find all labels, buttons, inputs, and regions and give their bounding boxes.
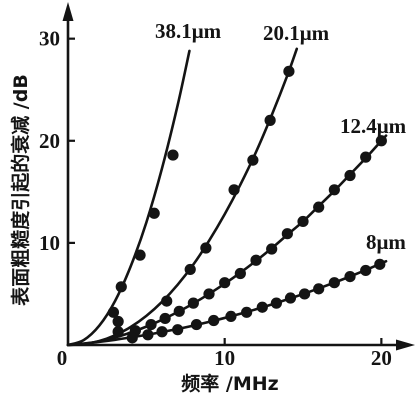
x-tick-label-20: 20 xyxy=(371,346,392,370)
data-point-20-1um-7 xyxy=(264,114,276,126)
data-point-38-1um-2 xyxy=(115,281,127,293)
data-point-12-4um-1 xyxy=(112,326,124,338)
data-point-12-4um-12 xyxy=(281,228,293,240)
data-point-12-4um-11 xyxy=(266,243,278,255)
data-point-8um-10 xyxy=(270,297,282,309)
data-point-8um-6 xyxy=(208,314,220,327)
data-point-12-4um-14 xyxy=(313,201,325,213)
data-point-20-1um-1 xyxy=(112,315,124,328)
data-point-8um-13 xyxy=(313,283,325,295)
data-point-12-4um-9 xyxy=(234,267,246,280)
axis-ticks: 10 20 30 0 10 20 xyxy=(39,27,392,370)
data-point-12-4um-15 xyxy=(328,184,340,196)
series-label-38-1um: 38.1μm xyxy=(155,19,222,43)
data-point-8um-7 xyxy=(225,310,237,323)
data-point-8um-11 xyxy=(284,292,297,304)
x-tick-label-0: 0 xyxy=(57,346,68,370)
curve-12-4um xyxy=(66,134,388,347)
y-tick-label-20: 20 xyxy=(39,129,60,153)
x-axis-arrow-icon xyxy=(396,339,415,351)
data-point-8um-8 xyxy=(241,306,253,318)
data-point-12-4um-5 xyxy=(173,305,185,317)
curve-20-1um xyxy=(66,47,299,347)
data-point-8um-15 xyxy=(344,270,356,283)
data-point-20-1um-8 xyxy=(283,65,295,77)
data-point-8um-1 xyxy=(126,332,138,344)
data-point-20-1um-5 xyxy=(228,184,240,196)
data-point-8um-4 xyxy=(172,324,184,336)
data-point-8um-17 xyxy=(374,258,386,270)
data-point-20-1um-2 xyxy=(161,295,173,307)
data-point-38-1um-1 xyxy=(107,306,120,318)
data-point-8um-2 xyxy=(142,329,154,341)
data-point-8um-3 xyxy=(156,326,168,338)
x-axis xyxy=(67,339,415,351)
data-point-8um-5 xyxy=(190,318,203,331)
data-point-12-4um-17 xyxy=(360,151,372,163)
data-point-38-1um-5 xyxy=(167,149,179,161)
data-point-20-1um-6 xyxy=(247,154,259,166)
series-label-8um: 8μm xyxy=(366,230,406,254)
data-point-12-4um-3 xyxy=(145,318,157,331)
data-point-8um-14 xyxy=(328,277,340,289)
data-point-12-4um-8 xyxy=(219,277,231,289)
x-tick-label-10: 10 xyxy=(214,346,235,370)
data-point-12-4um-18 xyxy=(375,135,387,147)
data-point-8um-16 xyxy=(360,264,372,277)
y-tick-label-10: 10 xyxy=(39,231,60,255)
data-point-12-4um-10 xyxy=(250,254,262,266)
data-point-8um-9 xyxy=(256,301,268,313)
data-point-20-1um-3 xyxy=(184,263,196,276)
y-axis-arrow-icon xyxy=(62,2,74,21)
data-point-38-1um-4 xyxy=(148,207,160,219)
series-label-12-4um: 12.4μm xyxy=(340,114,407,138)
data-point-12-4um-6 xyxy=(187,297,199,309)
data-point-12-4um-4 xyxy=(159,312,171,325)
curve-38-1um xyxy=(66,49,191,347)
y-axis xyxy=(62,2,74,346)
data-point-8um-12 xyxy=(298,288,311,300)
y-axis-label: 表面粗糙度引起的衰减 /dB xyxy=(9,74,32,306)
data-point-12-4um-7 xyxy=(203,288,215,300)
series-label-20-1um: 20.1μm xyxy=(263,21,330,45)
data-point-12-4um-16 xyxy=(344,169,356,182)
data-point-20-1um-4 xyxy=(200,242,212,254)
series-group xyxy=(66,47,388,347)
data-point-12-4um-13 xyxy=(297,215,309,228)
y-tick-label-30: 30 xyxy=(39,27,60,51)
x-axis-label: 频率 /MHz xyxy=(181,372,278,395)
data-point-38-1um-3 xyxy=(134,249,146,261)
